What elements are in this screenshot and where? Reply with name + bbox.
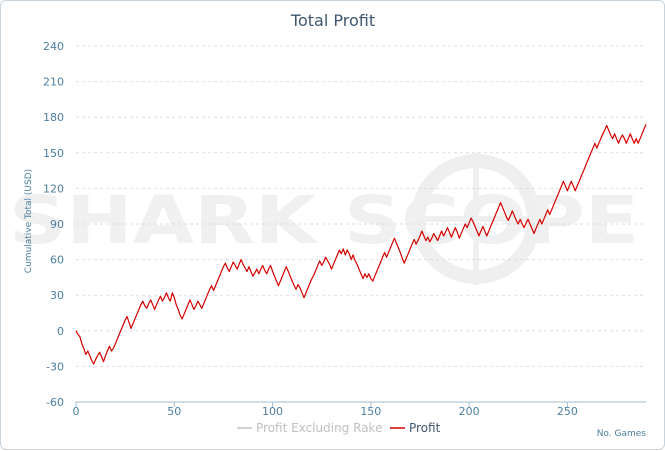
x-tick-label: 150 — [360, 405, 381, 418]
y-tick-label: 180 — [43, 111, 64, 124]
y-tick-label: 30 — [50, 289, 64, 302]
y-tick-label: 240 — [43, 40, 64, 53]
chart-title: Total Profit — [290, 11, 375, 30]
legend-item-profit[interactable]: Profit — [390, 421, 441, 435]
x-tick-label: 50 — [167, 405, 181, 418]
x-axis-title: No. Games — [597, 429, 647, 439]
x-tick-label: 200 — [459, 405, 480, 418]
legend-label-profit-excluding-rake: Profit Excluding Rake — [256, 421, 382, 435]
x-tick-label: 0 — [73, 405, 80, 418]
y-tick-label: 210 — [43, 76, 64, 89]
sharkscope-watermark: SHARK SCOPE — [9, 153, 639, 285]
y-tick-label: 90 — [50, 218, 64, 231]
grid-lines — [76, 45, 646, 367]
y-tick-label: 120 — [43, 182, 64, 195]
x-tick-label: 100 — [262, 405, 283, 418]
legend: Profit Excluding Rake Profit — [237, 421, 441, 435]
y-axis-title: Cumulative Total (USD) — [24, 169, 34, 273]
y-tick-label: 0 — [57, 325, 64, 338]
y-axis: 240 210 180 150 120 90 60 30 0 -30 -60 — [43, 40, 64, 409]
series-layer — [75, 124, 647, 365]
legend-label-profit: Profit — [409, 421, 441, 435]
legend-item-profit-excluding-rake[interactable]: Profit Excluding Rake — [237, 421, 382, 435]
x-tick-label: 250 — [557, 405, 578, 418]
series-line-profit — [75, 124, 647, 365]
y-tick-label: -60 — [46, 396, 64, 409]
y-tick-label: 150 — [43, 147, 64, 160]
y-tick-label: -30 — [46, 360, 64, 373]
watermark-text: SHARK SCOPE — [9, 182, 639, 259]
x-axis: 0 50 100 150 200 250 — [73, 401, 646, 418]
y-tick-label: 60 — [50, 254, 64, 267]
